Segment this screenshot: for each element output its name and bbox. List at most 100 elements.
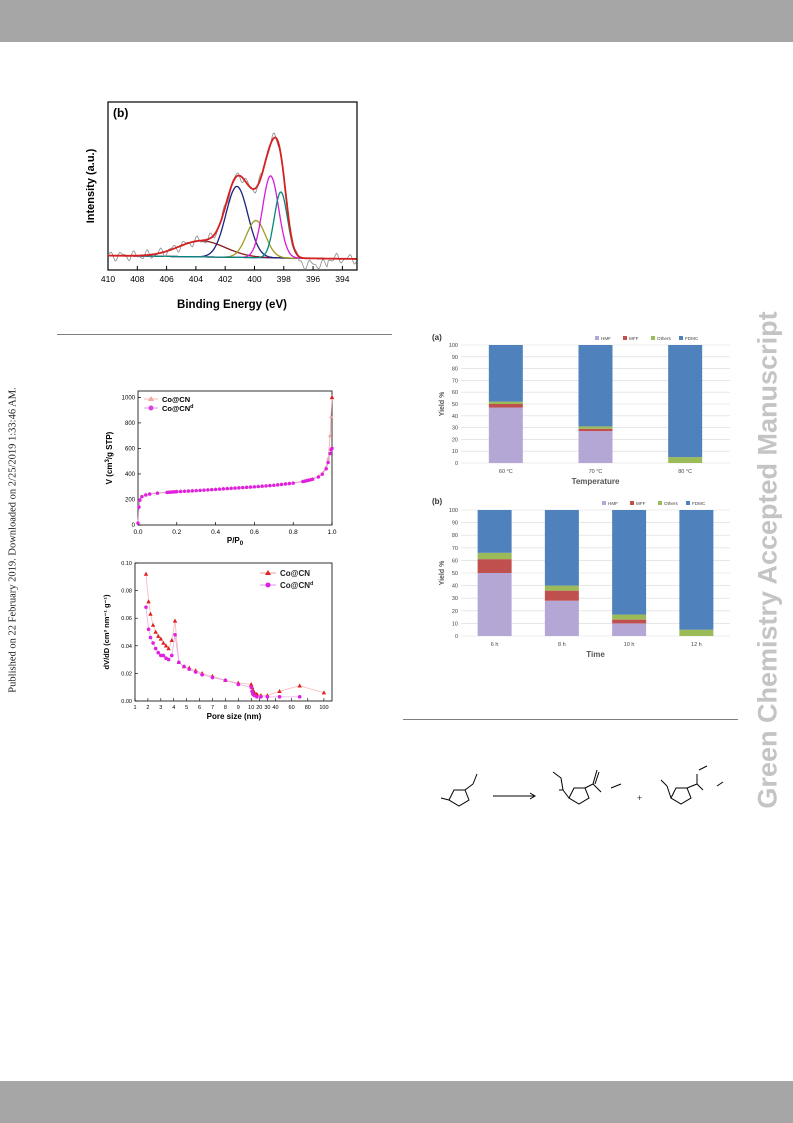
legend-swatch bbox=[623, 336, 627, 340]
journal-watermark: Green Chemistry Accepted Manuscript bbox=[752, 311, 783, 809]
pore-legend: Co@CN Co@CNd bbox=[260, 569, 313, 590]
bar-category-label: 10 h bbox=[624, 642, 635, 648]
bar-category-label: 12 h bbox=[691, 642, 702, 648]
pore-point bbox=[148, 611, 153, 616]
isotherm-line-1 bbox=[137, 397, 333, 523]
pore-point bbox=[146, 599, 151, 604]
isotherm-chart: V (cm3/g STP) P/P0 Co@CN Co@CNd 0.0 0.2 0.… bbox=[105, 390, 337, 547]
isotherm-point bbox=[229, 486, 233, 491]
pore-xtick-label: 5 bbox=[185, 705, 188, 711]
bar-legend-label: MFF bbox=[629, 336, 639, 341]
pore-point bbox=[249, 682, 254, 687]
pore-point bbox=[143, 571, 149, 576]
isotherm-point bbox=[237, 486, 241, 490]
pore-point bbox=[223, 678, 228, 683]
pore-point bbox=[200, 672, 204, 677]
legend-triangle-icon bbox=[265, 570, 271, 575]
pore-xtick-label: 4 bbox=[172, 705, 175, 711]
pore-point bbox=[259, 695, 263, 699]
isotherm-ylabel-tail: /g STP) bbox=[105, 431, 114, 459]
bar-panel-label: (b) bbox=[432, 497, 443, 506]
pore-point bbox=[153, 629, 158, 634]
time-bar-chart: (b) HMF MFF Others FDMC 0 10 20 30 40 50 60 70 80 90 10… bbox=[432, 497, 730, 659]
pore-point bbox=[153, 646, 158, 651]
pore-point bbox=[156, 633, 161, 638]
isotherm-xtick-label: 0.4 bbox=[211, 529, 220, 536]
pore-point bbox=[210, 675, 215, 680]
isotherm-point bbox=[260, 484, 264, 488]
isotherm-point bbox=[186, 489, 191, 493]
bar-segment-mff bbox=[544, 590, 579, 601]
pore-line-2 bbox=[145, 607, 300, 698]
isotherm-point bbox=[136, 521, 140, 525]
bar-segment-fdmc bbox=[668, 345, 703, 458]
isotherm-frame bbox=[137, 390, 333, 526]
bar-segment-others bbox=[544, 585, 579, 591]
furan-ring-3 bbox=[670, 787, 692, 805]
bar-ytick-label: 70 bbox=[452, 546, 458, 552]
isotherm-point bbox=[213, 487, 218, 492]
pore-xtick-label: 2 bbox=[146, 705, 149, 711]
isotherm-xlabel: P/P0 bbox=[227, 536, 244, 547]
bar-ytick-label: 90 bbox=[452, 355, 458, 361]
bar-ytick-label: 50 bbox=[452, 402, 458, 408]
pore-xtick-label: 9 bbox=[237, 705, 240, 711]
pore-ytick-label: 0.00 bbox=[121, 699, 132, 705]
isotherm-point bbox=[147, 492, 152, 496]
isotherm-point bbox=[256, 484, 260, 489]
pore-point bbox=[146, 627, 151, 632]
pore-point bbox=[277, 695, 282, 699]
isotherm-point bbox=[137, 505, 141, 509]
pore-ytick-label: 0.04 bbox=[121, 644, 132, 650]
pore-legend-2: Co@CN bbox=[280, 581, 310, 590]
pore-point bbox=[158, 636, 164, 641]
bar-segment-fdmc bbox=[578, 345, 613, 427]
isotherm-point bbox=[320, 472, 324, 476]
isotherm-point bbox=[241, 485, 245, 490]
isotherm-point bbox=[248, 485, 253, 489]
pore-size-chart: dV/dD (cm³ nm⁻¹ g⁻¹) Pore size (nm) Co@C… bbox=[102, 561, 333, 721]
pore-xlabel: Pore size (nm) bbox=[207, 712, 262, 721]
pore-point bbox=[172, 618, 178, 623]
bar-segment-others bbox=[488, 401, 523, 404]
pore-xtick-label: 6 bbox=[198, 705, 201, 711]
bar-ytick-label: 20 bbox=[452, 609, 458, 615]
pore-point bbox=[193, 670, 198, 674]
bar-segment-others bbox=[668, 457, 703, 463]
isotherm-point bbox=[206, 488, 210, 492]
pore-xtick-label: 80 bbox=[305, 705, 311, 711]
furan-ring-1 bbox=[448, 789, 470, 807]
bar-ytick-label: 100 bbox=[449, 343, 458, 349]
xps-chart: (b) Intensity (a.u.) Binding Energy (eV)… bbox=[85, 101, 358, 311]
bar-segment-hmf bbox=[612, 623, 647, 636]
isotherm-point bbox=[138, 498, 142, 502]
pore-point bbox=[249, 685, 254, 689]
isotherm-point bbox=[272, 483, 276, 488]
bar-ylabel: Yield % bbox=[439, 391, 446, 416]
pore-point bbox=[150, 622, 156, 627]
pore-xtick-label: 7 bbox=[211, 705, 214, 711]
pore-point bbox=[170, 653, 174, 658]
legend-circle-icon bbox=[148, 405, 154, 411]
isotherm-point bbox=[330, 446, 334, 451]
isotherm-point bbox=[283, 482, 288, 486]
legend-swatch bbox=[658, 501, 662, 505]
bar-segment-hmf bbox=[578, 431, 613, 463]
isotherm-point bbox=[210, 487, 214, 492]
bar-ytick-label: 20 bbox=[452, 437, 458, 443]
bar-segment-mff bbox=[612, 619, 647, 624]
bar-ytick-label: 30 bbox=[452, 596, 458, 602]
pore-point bbox=[265, 695, 270, 699]
isotherm-point bbox=[328, 451, 332, 456]
isotherm-legend: Co@CN Co@CNd bbox=[144, 395, 194, 413]
bar-category-label: 60 °C bbox=[499, 469, 513, 475]
isotherm-legend-1: Co@CN bbox=[162, 395, 190, 404]
bar-ytick-label: 90 bbox=[452, 521, 458, 527]
isotherm-point bbox=[217, 487, 222, 491]
bar-segment-others bbox=[477, 552, 512, 560]
bar-ytick-label: 0 bbox=[455, 461, 458, 467]
isotherm-xtick-label: 0.6 bbox=[250, 529, 259, 536]
legend-swatch bbox=[602, 501, 606, 505]
isotherm-point bbox=[221, 487, 226, 491]
isotherm-ylabel-sup: 3 bbox=[105, 459, 111, 463]
